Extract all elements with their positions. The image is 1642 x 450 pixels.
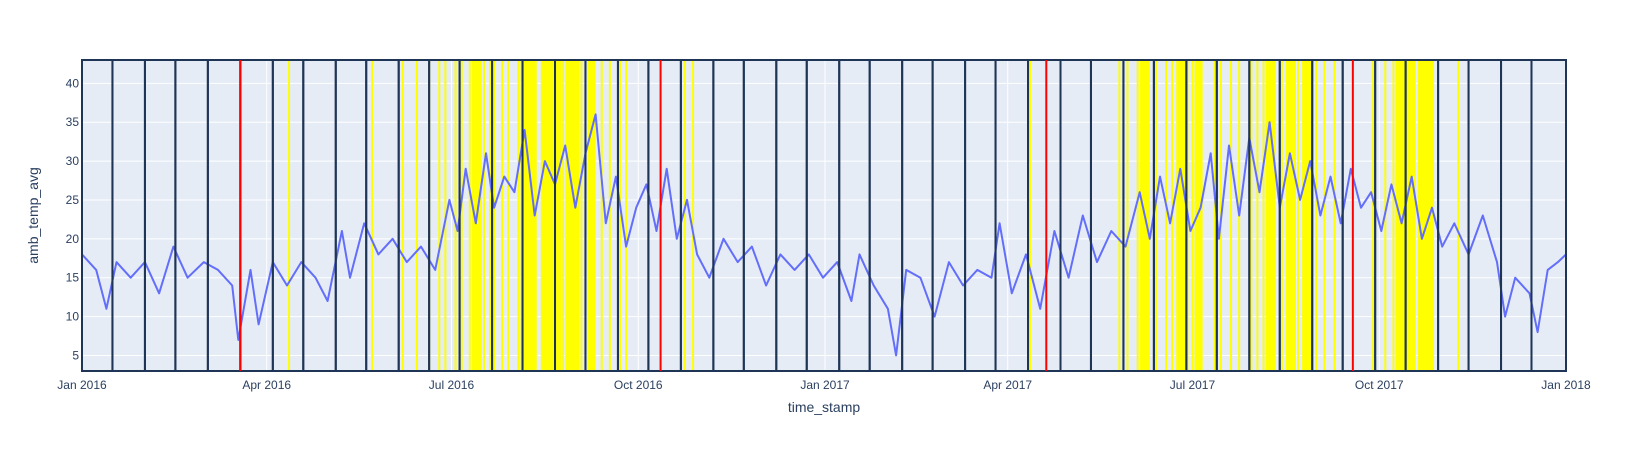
y-tick-label: 25: [66, 193, 80, 207]
yellow-band: [1194, 60, 1203, 371]
plot-background: [82, 60, 1566, 371]
y-tick-label: 20: [66, 232, 80, 246]
x-tick-label: Apr 2016: [242, 378, 291, 392]
series-line: [82, 113, 1566, 357]
yellow-band: [540, 60, 562, 371]
series-line-amb_temp_avg: [82, 113, 1566, 357]
x-tick-label: Jul 2017: [1170, 378, 1216, 392]
navy-boxes: [81, 59, 1568, 372]
yellow-band: [565, 60, 580, 371]
y-axis-ticks: 5 10 15 20 25 30 35 40: [66, 76, 80, 362]
x-tick-label: Jan 2018: [1541, 378, 1591, 392]
yellow-band: [1417, 60, 1435, 371]
y-tick-label: 40: [66, 76, 80, 90]
x-tick-label: Oct 2017: [1355, 378, 1404, 392]
y-tick-label: 15: [66, 271, 80, 285]
yellow-band: [1302, 60, 1313, 371]
x-axis-title: time_stamp: [788, 399, 861, 415]
yellow-band: [1265, 60, 1276, 371]
x-tick-label: Jul 2016: [429, 378, 475, 392]
x-tick-label: Jan 2017: [800, 378, 850, 392]
y-tick-label: 5: [72, 348, 79, 362]
y-tick-label: 10: [66, 310, 80, 324]
x-axis-ticks: Jan 2016 Apr 2016 Jul 2016 Oct 2016 Jan 2017…: [57, 378, 1591, 392]
yellow-band: [1285, 60, 1296, 371]
red-markers: [239, 60, 1354, 371]
plot-area: [82, 60, 1566, 371]
x-tick-label: Apr 2017: [983, 378, 1032, 392]
x-tick-label: Oct 2016: [614, 378, 663, 392]
y-tick-label: 30: [66, 154, 80, 168]
x-tick-label: Jan 2016: [57, 378, 107, 392]
navy-box: [1530, 59, 1568, 372]
y-tick-label: 35: [66, 115, 80, 129]
y-axis-title: amb_temp_avg: [25, 167, 41, 264]
